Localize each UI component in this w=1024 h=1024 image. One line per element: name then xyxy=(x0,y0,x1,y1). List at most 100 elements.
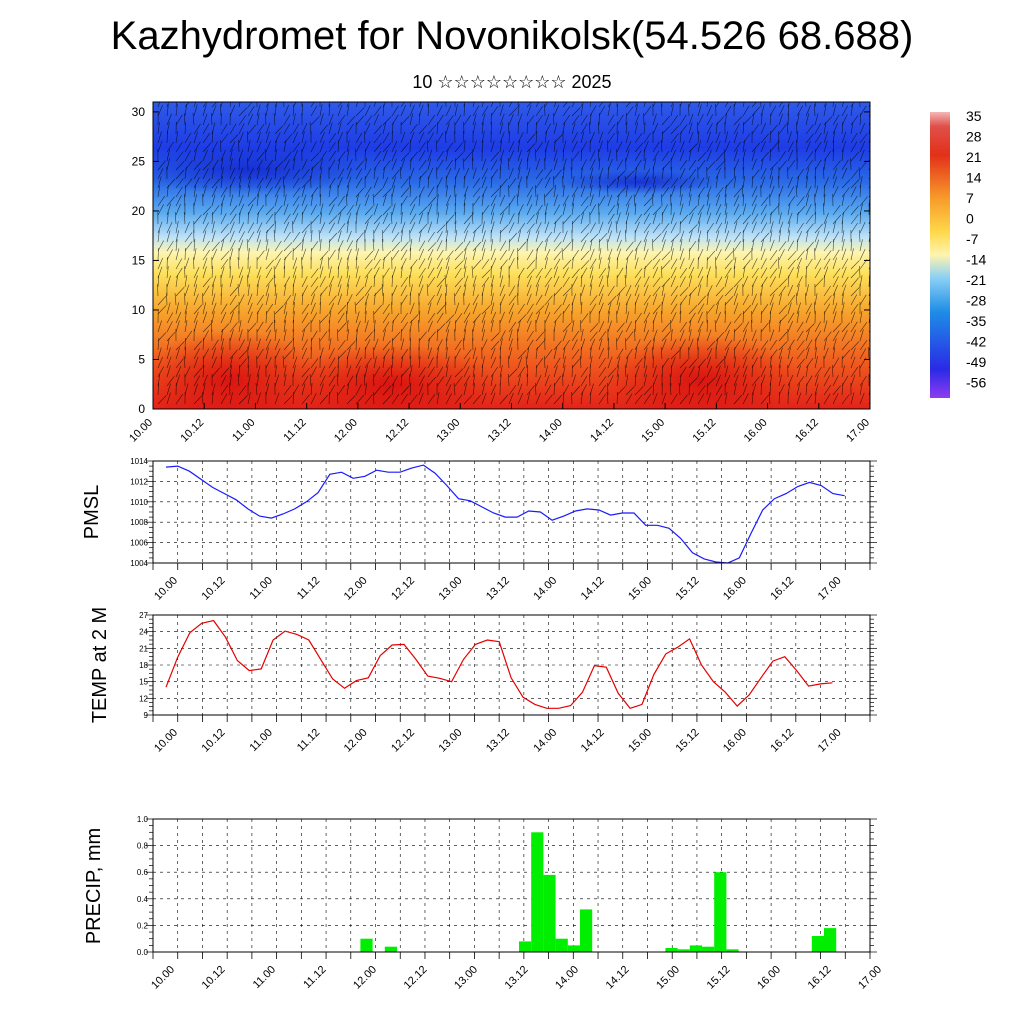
wind-barb xyxy=(859,329,864,342)
wind-barb xyxy=(372,238,375,252)
wind-barb xyxy=(301,158,308,171)
wind-barb xyxy=(526,275,532,288)
wind-barb xyxy=(409,266,413,279)
wind-barb xyxy=(535,267,543,279)
wind-barb xyxy=(166,149,170,162)
wind-barb xyxy=(832,276,839,288)
wind-barb xyxy=(697,204,705,216)
wind-barb xyxy=(544,365,548,378)
wind-barb xyxy=(760,267,768,279)
wind-barb xyxy=(643,294,651,306)
wind-barb xyxy=(301,178,311,189)
wind-barb xyxy=(346,320,349,333)
wind-barb xyxy=(715,194,721,207)
wind-barb xyxy=(382,104,385,117)
wind-barb xyxy=(796,113,800,126)
wind-barb xyxy=(796,130,798,144)
wind-barb xyxy=(418,124,428,135)
wind-barb xyxy=(616,141,623,153)
wind-barb xyxy=(598,131,604,144)
wind-barb xyxy=(670,248,674,261)
wind-barb xyxy=(256,177,264,189)
wind-barb xyxy=(832,302,838,315)
wind-barb xyxy=(805,347,810,360)
wind-barb xyxy=(337,265,340,279)
wind-barb xyxy=(859,392,865,405)
wind-barb xyxy=(679,248,684,261)
wind-barb xyxy=(481,102,484,108)
wind-barb xyxy=(220,133,229,144)
wind-barb xyxy=(499,140,502,153)
wind-barb xyxy=(625,185,628,198)
wind-barb xyxy=(625,220,627,234)
wind-barb xyxy=(733,203,740,216)
wind-barb xyxy=(445,238,447,252)
wind-barb xyxy=(697,104,702,117)
colorbar-label: 28 xyxy=(966,129,982,145)
x-tick-label: 15.00 xyxy=(654,964,682,992)
wind-barb xyxy=(238,221,245,234)
wind-barb xyxy=(625,331,634,342)
x-tick-label: 11.00 xyxy=(230,417,257,444)
wind-barb xyxy=(850,341,860,351)
wind-barb xyxy=(175,267,183,279)
wind-barb xyxy=(742,266,746,279)
wind-barb xyxy=(273,229,276,243)
wind-barb xyxy=(292,131,298,144)
wind-barb xyxy=(193,123,201,135)
wind-barb xyxy=(265,122,271,135)
wind-barb xyxy=(634,358,643,369)
wind-barb xyxy=(706,239,710,252)
wind-barb xyxy=(184,311,187,324)
wind-barb xyxy=(715,131,721,144)
wind-barb xyxy=(805,241,814,252)
wind-barb xyxy=(355,275,361,288)
wind-barb xyxy=(229,123,237,135)
wind-barb xyxy=(337,248,340,261)
wind-barb xyxy=(157,382,159,396)
wind-barb xyxy=(490,106,499,117)
wind-barb xyxy=(355,141,363,153)
wind-barb xyxy=(391,241,401,252)
wind-barb xyxy=(282,355,285,369)
wind-barb xyxy=(166,321,173,333)
wind-barb xyxy=(535,364,537,378)
wind-barb xyxy=(310,286,319,297)
wind-barb xyxy=(742,329,747,342)
wind-barb xyxy=(238,107,248,117)
wind-barb xyxy=(256,140,262,153)
wind-barb xyxy=(606,139,609,153)
wind-barb xyxy=(454,319,457,333)
wind-barb xyxy=(823,310,826,324)
wind-barb xyxy=(643,122,646,135)
wind-barb xyxy=(436,277,446,288)
wind-barb xyxy=(409,124,418,135)
wind-barb xyxy=(715,102,720,108)
wind-barb xyxy=(769,276,777,288)
wind-barb xyxy=(787,196,796,207)
wind-barb xyxy=(841,284,847,297)
x-tick-label: 13.00 xyxy=(437,727,465,755)
wind-barb xyxy=(265,347,269,360)
wind-barb xyxy=(472,294,479,306)
wind-barb xyxy=(445,375,452,387)
x-tick-label: 12.00 xyxy=(342,727,370,755)
wind-barb xyxy=(814,347,817,360)
wind-barb xyxy=(571,385,581,396)
wind-barb xyxy=(598,393,606,405)
wind-barb xyxy=(355,347,361,360)
wind-barb xyxy=(769,319,771,333)
wind-barb xyxy=(805,176,808,189)
wind-barb xyxy=(787,102,790,108)
wind-barb xyxy=(454,175,457,189)
wind-barb xyxy=(418,392,424,405)
wind-barb xyxy=(355,239,358,252)
wind-barb xyxy=(562,185,565,198)
wind-barb xyxy=(202,178,211,189)
wind-barb xyxy=(787,274,790,288)
wind-barb xyxy=(562,303,570,315)
temp-series-line xyxy=(165,619,833,710)
wind-barb xyxy=(688,377,698,387)
wind-barb xyxy=(787,312,795,324)
